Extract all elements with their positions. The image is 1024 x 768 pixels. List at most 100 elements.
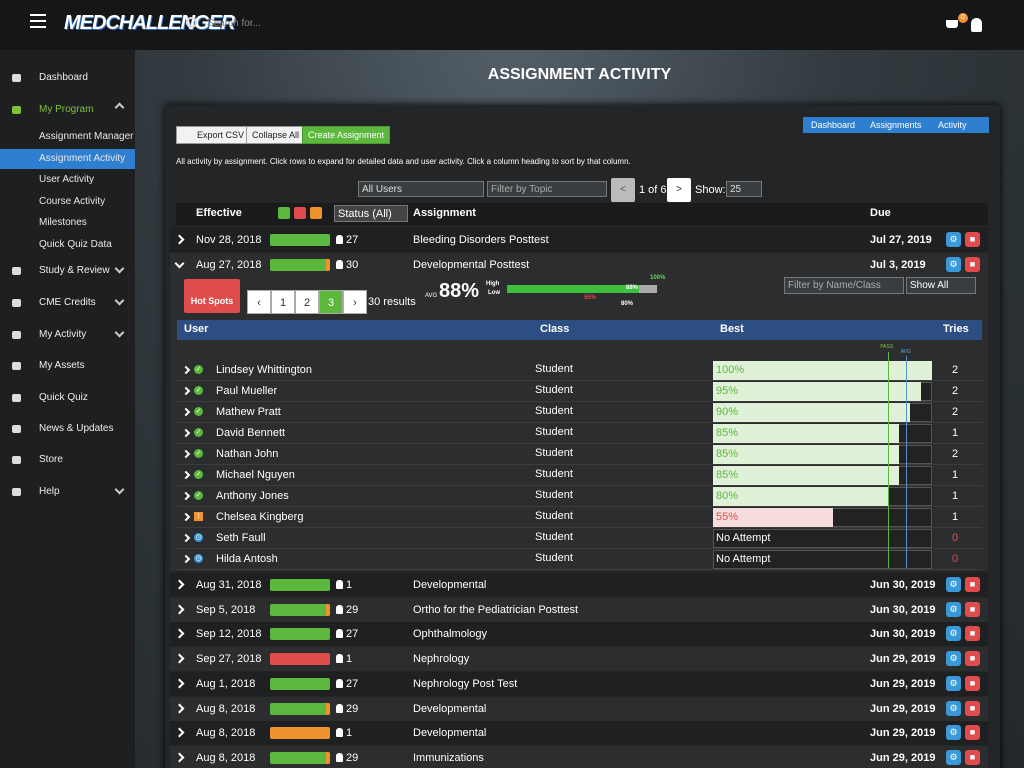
due-date: Jun 29, 2019	[870, 678, 936, 690]
next-page[interactable]: >	[667, 178, 691, 202]
effective-date: Sep 27, 2018	[196, 653, 262, 665]
assignment-row[interactable]: Sep 27, 2018 1 Nephrology Jun 29, 2019 ⚙ ■	[170, 647, 988, 671]
delete-button[interactable]: ■	[965, 651, 980, 666]
assignment-row[interactable]: Aug 8, 2018 1 Developmental Jun 29, 2019 ⚙ ■	[170, 721, 988, 745]
page-button[interactable]: ‹	[247, 290, 271, 314]
assignment-row[interactable]: Aug 31, 2018 1 Developmental Jun 30, 2019 ⚙ ■	[170, 573, 988, 597]
user-row[interactable]	[177, 381, 982, 402]
col-class[interactable]: Class	[540, 323, 570, 335]
user-row[interactable]	[177, 360, 982, 381]
user-row[interactable]	[177, 465, 982, 486]
prev-page[interactable]: <	[611, 178, 635, 202]
assignment-row[interactable]: Aug 27, 2018 30 Developmental Posttest Jul …	[170, 253, 988, 277]
settings-button[interactable]: ⚙	[946, 577, 961, 592]
assignment-row[interactable]: Sep 5, 2018 29 Ortho for the Pediatrician …	[170, 598, 988, 622]
settings-button[interactable]: ⚙	[946, 232, 961, 247]
export-button[interactable]: Export CSV	[176, 126, 251, 144]
page-button[interactable]: ›	[343, 290, 367, 314]
status-toggle[interactable]	[310, 207, 322, 219]
user-row[interactable]	[177, 444, 982, 465]
sub-nav-item[interactable]: User Activity	[39, 174, 95, 186]
collapse-button[interactable]: Collapse All	[246, 126, 306, 144]
high-label: High	[486, 281, 500, 287]
delete-button[interactable]: ■	[965, 602, 980, 617]
delete-button[interactable]: ■	[965, 676, 980, 691]
user-select[interactable]: All Users	[358, 181, 484, 197]
nav-item[interactable]: Store	[39, 454, 63, 465]
delete-button[interactable]: ■	[965, 750, 980, 765]
assignment-row[interactable]: Nov 28, 2018 27 Bleeding Disorders Posttes…	[170, 228, 988, 252]
delete-button[interactable]: ■	[965, 725, 980, 740]
nav-item[interactable]: My Program	[39, 104, 94, 115]
assignment-row[interactable]: Aug 8, 2018 29 Developmental Jun 29, 2019 ⚙ ■	[170, 697, 988, 721]
user-class: Student	[535, 363, 573, 375]
breadcrumb-item[interactable]: Activity	[930, 117, 989, 133]
nav-icon	[12, 74, 21, 82]
sidebar	[0, 50, 135, 768]
sub-nav-item[interactable]: Quick Quiz Data	[39, 239, 112, 250]
col-due[interactable]: Due	[870, 207, 891, 219]
settings-button[interactable]: ⚙	[946, 257, 961, 272]
page-button[interactable]: 2	[295, 290, 319, 314]
delete-button[interactable]: ■	[965, 577, 980, 592]
assignment-row[interactable]: Sep 12, 2018 27 Ophthalmology Jun 30, 2019 ⚙…	[170, 622, 988, 646]
breadcrumb-item[interactable]: Dashboard	[803, 117, 862, 133]
settings-button[interactable]: ⚙	[946, 651, 961, 666]
settings-button[interactable]: ⚙	[946, 701, 961, 716]
nav-item[interactable]: Dashboard	[39, 72, 88, 83]
show-all-select[interactable]: Show All	[906, 277, 976, 294]
nav-item[interactable]: CME Credits	[39, 297, 96, 308]
user-row[interactable]	[177, 528, 982, 549]
page-button[interactable]: 1	[271, 290, 295, 314]
show-select[interactable]: 25	[726, 181, 762, 197]
sub-nav-item[interactable]: Course Activity	[39, 195, 106, 207]
user-row[interactable]	[177, 549, 982, 570]
settings-button[interactable]: ⚙	[946, 725, 961, 740]
delete-button[interactable]: ■	[965, 701, 980, 716]
col-effective[interactable]: Effective	[196, 207, 242, 219]
nav-item[interactable]: Study & Review	[39, 265, 110, 276]
menu-button[interactable]	[30, 14, 46, 28]
delete-button[interactable]: ■	[965, 626, 980, 641]
status-toggle[interactable]	[278, 207, 290, 219]
sub-nav-item[interactable]: Assignment Manager	[39, 131, 134, 142]
col-assignment[interactable]: Assignment	[413, 207, 476, 219]
status-select[interactable]: Status (All)	[334, 205, 408, 222]
settings-button[interactable]: ⚙	[946, 626, 961, 641]
page-button[interactable]: 3	[319, 290, 343, 314]
nav-item[interactable]: My Activity	[39, 329, 87, 340]
status-toggle[interactable]	[294, 207, 306, 219]
name-filter[interactable]: Filter by Name/Class	[784, 277, 904, 294]
user-row[interactable]	[177, 507, 982, 528]
best-label: 100%	[716, 364, 745, 376]
user-row[interactable]	[177, 402, 982, 423]
assignment-row[interactable]: Aug 8, 2018 29 Immunizations Jun 29, 2019 ⚙ ■	[170, 746, 988, 768]
delete-button[interactable]: ■	[965, 257, 980, 272]
expand-chevron	[174, 579, 185, 590]
settings-button[interactable]: ⚙	[946, 750, 961, 765]
assignment-row[interactable]: Aug 1, 2018 27 Nephrology Post Test Jun 29,…	[170, 672, 988, 696]
nav-item[interactable]: News & Updates	[39, 423, 114, 434]
settings-button[interactable]: ⚙	[946, 602, 961, 617]
user-row[interactable]	[177, 486, 982, 507]
col-user[interactable]: User	[184, 323, 209, 335]
summary-pass-marker: 80%	[621, 301, 634, 307]
settings-button[interactable]: ⚙	[946, 676, 961, 691]
user-icon[interactable]	[971, 18, 982, 32]
col-best[interactable]: Best	[720, 323, 744, 335]
sub-nav-item[interactable]: Assignment Activity	[0, 148, 135, 169]
cart-icon[interactable]	[946, 20, 958, 28]
nav-item[interactable]: My Assets	[39, 360, 85, 371]
col-tries[interactable]: Tries	[943, 323, 969, 335]
expand-chevron	[174, 678, 185, 689]
breadcrumb-item[interactable]: Assignments	[862, 117, 930, 133]
nav-item[interactable]: Help	[39, 486, 60, 497]
search-input[interactable]: Search for...	[207, 18, 261, 29]
topic-filter[interactable]: Filter by Topic	[487, 181, 607, 197]
nav-item[interactable]: Quick Quiz	[39, 392, 88, 403]
create-button[interactable]: Create Assignment	[302, 126, 391, 144]
delete-button[interactable]: ■	[965, 232, 980, 247]
sub-nav-item[interactable]: Milestones	[39, 217, 87, 229]
user-row[interactable]	[177, 423, 982, 444]
hot-spots-button[interactable]: Hot Spots	[184, 279, 240, 313]
